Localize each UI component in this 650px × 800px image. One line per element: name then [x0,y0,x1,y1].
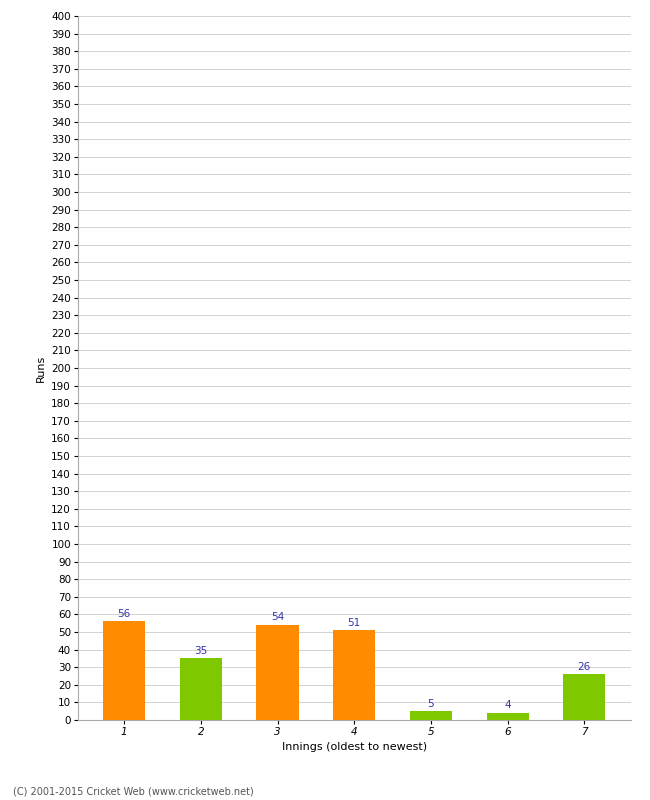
Text: 54: 54 [271,612,284,622]
Bar [257,625,298,720]
Bar [103,622,146,720]
Text: (C) 2001-2015 Cricket Web (www.cricketweb.net): (C) 2001-2015 Cricket Web (www.cricketwe… [13,786,254,796]
Text: 5: 5 [428,698,434,709]
X-axis label: Innings (oldest to newest): Innings (oldest to newest) [281,742,427,753]
Bar [563,674,605,720]
Bar [180,658,222,720]
Text: 56: 56 [118,609,131,619]
Text: 4: 4 [504,700,511,710]
Bar [333,630,375,720]
Text: 35: 35 [194,646,207,656]
Bar [487,713,528,720]
Y-axis label: Runs: Runs [36,354,46,382]
Text: 26: 26 [578,662,591,672]
Text: 51: 51 [348,618,361,627]
Bar [410,711,452,720]
